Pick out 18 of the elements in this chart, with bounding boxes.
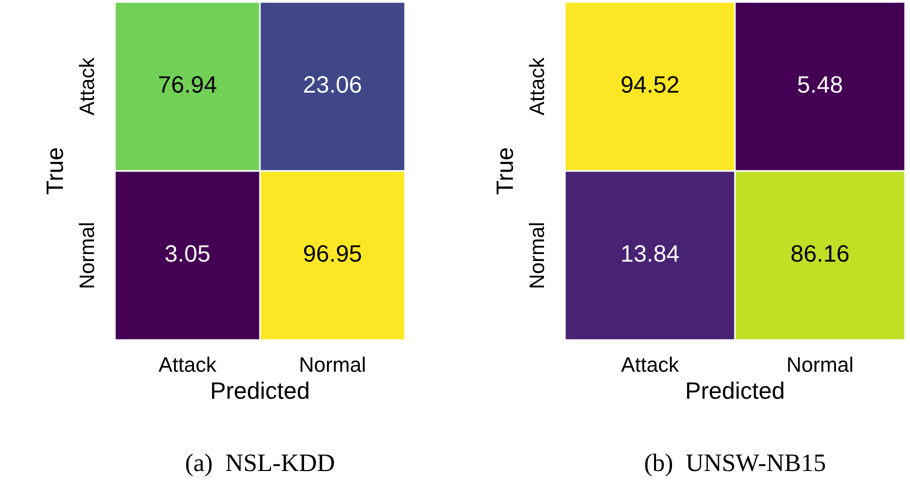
data-label: 76.94: [159, 76, 216, 93]
data-label: 86.16: [791, 245, 849, 262]
x-tick-label: Attack: [158, 356, 216, 372]
x-axis-title: Predicted: [687, 382, 784, 399]
data-label: 3.05: [165, 245, 210, 262]
y-axis-title: True: [46, 148, 64, 194]
x-axis-title: Predicted: [212, 382, 308, 399]
data-label: 13.84: [622, 245, 679, 262]
text: (b) UNSW-NB15: [645, 454, 825, 476]
data-label: 94.52: [622, 76, 678, 93]
data-label: 96.95: [304, 245, 362, 262]
x-tick-label: Attack: [621, 356, 679, 372]
text: (a) NSL-KDD: [186, 454, 334, 476]
y-axis-title: True: [496, 148, 514, 194]
x-tick-label: Normal: [300, 356, 365, 372]
data-label: 5.48: [798, 76, 842, 93]
x-tick-label: Normal: [788, 356, 852, 372]
data-label: 23.06: [304, 76, 362, 93]
